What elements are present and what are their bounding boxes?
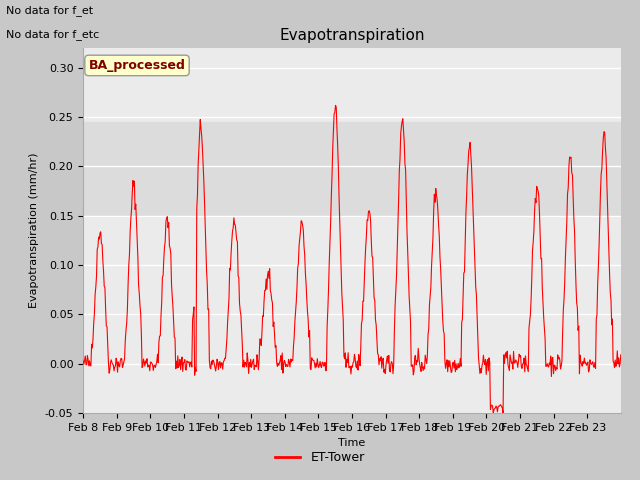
Bar <box>83 122 621 216</box>
Legend: ET-Tower: ET-Tower <box>270 446 370 469</box>
Text: No data for f_et: No data for f_et <box>6 5 93 16</box>
Y-axis label: Evapotranspiration (mm/hr): Evapotranspiration (mm/hr) <box>29 153 39 308</box>
Text: No data for f_etc: No data for f_etc <box>6 29 100 40</box>
X-axis label: Time: Time <box>339 438 365 448</box>
Text: BA_processed: BA_processed <box>88 59 186 72</box>
Title: Evapotranspiration: Evapotranspiration <box>279 28 425 43</box>
